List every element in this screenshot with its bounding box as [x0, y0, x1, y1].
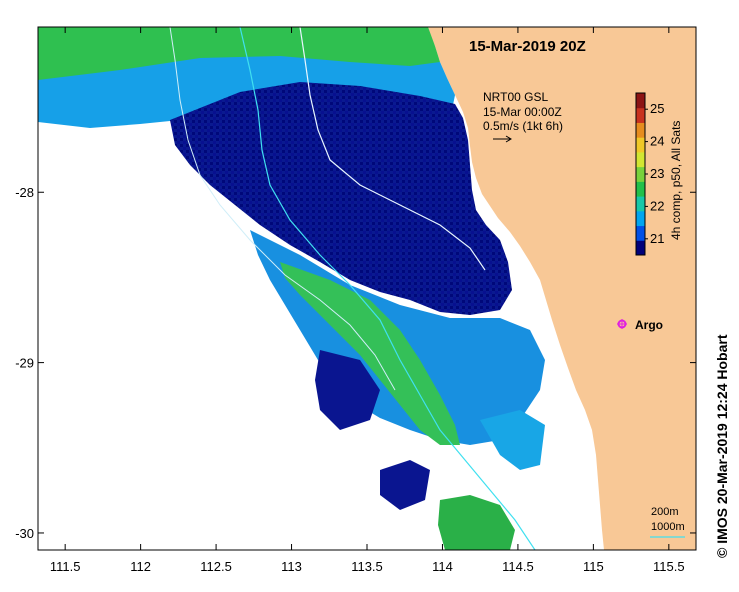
- colorbar-label: 4h comp, p50, All Sats: [669, 121, 683, 240]
- colorbar-tick-label: 25: [650, 101, 664, 116]
- y-tick-label: -30: [15, 526, 34, 541]
- contour-1000m: [239, 27, 536, 550]
- sst-south-tip-blue: [380, 460, 430, 510]
- colorbar-segment: [636, 137, 645, 153]
- x-tick-label: 114.5: [502, 559, 534, 574]
- x-tick-label: 115: [583, 559, 604, 574]
- sst-offshore-patch: [315, 350, 380, 430]
- colorbar-segment: [636, 225, 645, 241]
- colorbar: 25 24 23 22 21: [635, 92, 664, 256]
- colorbar-segment: [636, 240, 645, 256]
- sst-cool-core: [170, 82, 512, 315]
- y-axis: -28 -29 -30: [15, 185, 696, 541]
- x-axis: 111.5 112 112.5 113 113.5 114 114.5 115 115.5: [50, 27, 685, 574]
- sst-green-south: [280, 262, 460, 445]
- velocity-legend-line1: NRT00 GSL: [483, 90, 548, 104]
- x-tick-label: 112: [130, 559, 151, 574]
- map-title: 15-Mar-2019 20Z: [469, 38, 586, 55]
- x-tick-label: 112.5: [200, 559, 232, 574]
- argo-label: Argo: [635, 318, 663, 332]
- credit-text: © IMOS 20-Mar-2019 12:24 Hobart: [714, 334, 730, 558]
- velocity-legend-line3: 0.5m/s (1kt 6h): [483, 119, 563, 133]
- colorbar-segment: [636, 107, 645, 123]
- contour-deep: [169, 27, 396, 391]
- sst-south-tip: [438, 495, 515, 550]
- x-tick-label: 113.5: [351, 559, 383, 574]
- colorbar-tick-label: 21: [650, 231, 664, 246]
- contour-200m: [299, 27, 486, 271]
- colorbar-segment: [636, 122, 645, 138]
- contour-legend-shallow: 200m: [651, 506, 679, 518]
- y-tick-label: -28: [15, 185, 34, 200]
- x-tick-label: 114: [432, 559, 453, 574]
- map-content: [38, 27, 696, 550]
- colorbar-segment: [636, 196, 645, 212]
- colorbar-segment: [636, 93, 645, 109]
- velocity-legend-line2: 15-Mar 00:00Z: [483, 105, 562, 119]
- colorbar-segment: [636, 166, 645, 182]
- velocity-arrow-icon: [493, 135, 512, 143]
- colorbar-tick-label: 22: [650, 198, 664, 213]
- contour-legend-deep: 1000m: [651, 521, 685, 533]
- colorbar-segment: [636, 210, 645, 227]
- sst-east-patch: [480, 410, 545, 470]
- x-tick-label: 115.5: [653, 559, 685, 574]
- colorbar-tick-label: 24: [650, 134, 664, 149]
- colorbar-segment: [636, 151, 645, 168]
- y-tick-label: -29: [15, 356, 34, 371]
- colorbar-segment: [636, 181, 645, 197]
- x-tick-label: 111.5: [50, 559, 81, 574]
- colorbar-tick-label: 23: [650, 166, 664, 181]
- land-mass: [428, 27, 696, 550]
- argo-float-marker: [617, 319, 627, 329]
- x-tick-label: 113: [281, 559, 302, 574]
